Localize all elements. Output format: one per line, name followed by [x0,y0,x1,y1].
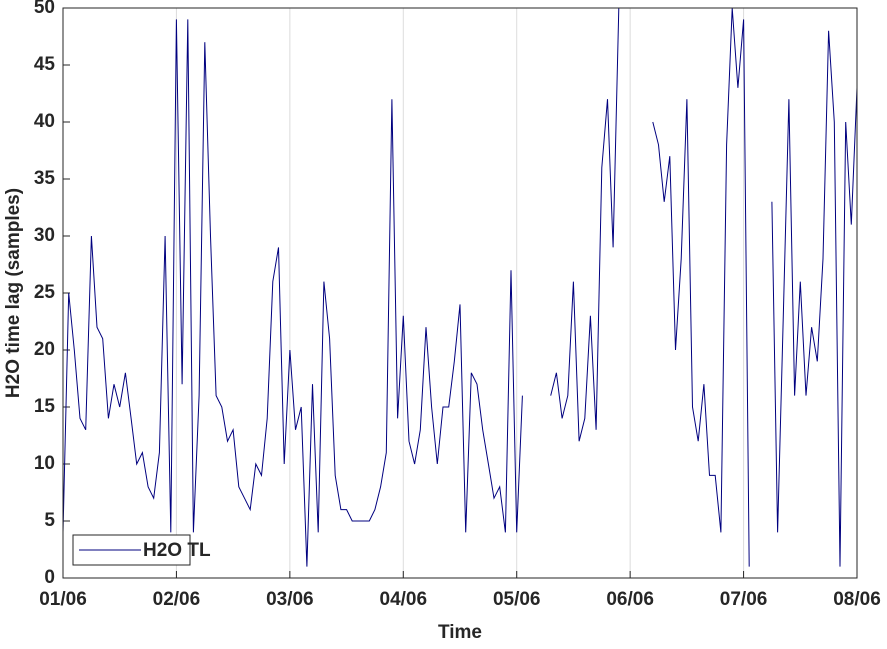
x-tick-label: 05/06 [493,589,541,610]
legend-label: H2O TL [143,540,211,561]
y-tick-label: 50 [34,0,55,18]
y-tick-label: 40 [34,111,55,132]
x-tick-label: 03/06 [266,589,314,610]
x-tick-label: 08/06 [833,589,881,610]
x-tick-label: 04/06 [380,589,428,610]
x-tick-label: 02/06 [153,589,201,610]
y-axis-label: H2O time lag (samples) [3,188,24,398]
y-tick-label: 0 [44,567,55,588]
x-tick-label: 06/06 [606,589,654,610]
y-tick-label: 35 [34,168,56,189]
x-axis-label: Time [438,622,482,643]
y-tick-label: 25 [34,282,56,303]
x-tick-label: 01/06 [39,589,87,610]
y-tick-label: 30 [34,225,55,246]
y-tick-label: 10 [34,453,55,474]
y-tick-label: 45 [34,54,56,75]
x-tick-label: 07/06 [720,589,768,610]
y-tick-label: 20 [34,339,55,360]
data-line [62,7,858,567]
plot-frame [62,7,858,579]
y-tick-label: 15 [34,396,56,417]
y-tick-label: 5 [44,510,55,531]
